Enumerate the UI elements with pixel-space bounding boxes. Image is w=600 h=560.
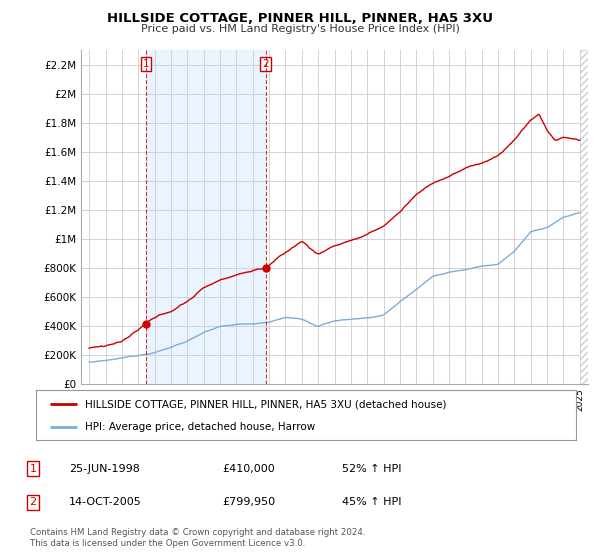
Text: 14-OCT-2005: 14-OCT-2005 bbox=[69, 497, 142, 507]
Text: 2: 2 bbox=[262, 59, 269, 69]
Text: £799,950: £799,950 bbox=[222, 497, 275, 507]
Text: 1: 1 bbox=[29, 464, 37, 474]
Text: 1: 1 bbox=[143, 59, 149, 69]
Text: 25-JUN-1998: 25-JUN-1998 bbox=[69, 464, 140, 474]
Text: HILLSIDE COTTAGE, PINNER HILL, PINNER, HA5 3XU (detached house): HILLSIDE COTTAGE, PINNER HILL, PINNER, H… bbox=[85, 399, 446, 409]
Text: Contains HM Land Registry data © Crown copyright and database right 2024.
This d: Contains HM Land Registry data © Crown c… bbox=[30, 528, 365, 548]
Text: 52% ↑ HPI: 52% ↑ HPI bbox=[342, 464, 401, 474]
Text: £410,000: £410,000 bbox=[222, 464, 275, 474]
Text: HILLSIDE COTTAGE, PINNER HILL, PINNER, HA5 3XU: HILLSIDE COTTAGE, PINNER HILL, PINNER, H… bbox=[107, 12, 493, 25]
Text: 45% ↑ HPI: 45% ↑ HPI bbox=[342, 497, 401, 507]
Text: HPI: Average price, detached house, Harrow: HPI: Average price, detached house, Harr… bbox=[85, 422, 315, 432]
Text: Price paid vs. HM Land Registry's House Price Index (HPI): Price paid vs. HM Land Registry's House … bbox=[140, 24, 460, 34]
Text: 2: 2 bbox=[29, 497, 37, 507]
Bar bbox=[580, 50, 588, 384]
Bar bbox=[146, 50, 266, 384]
